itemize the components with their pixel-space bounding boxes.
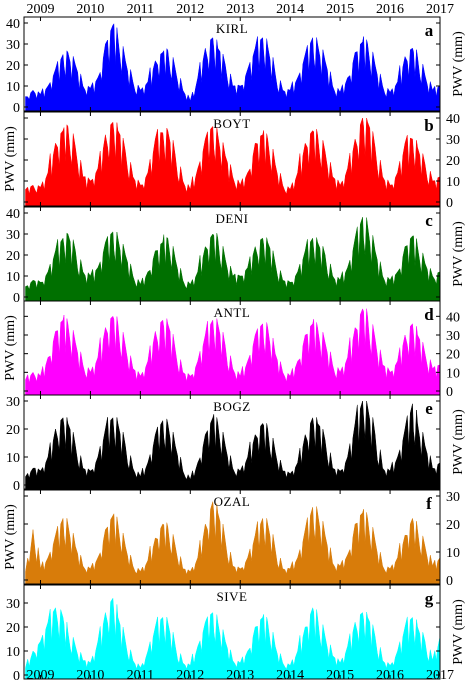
y-tick-label: 10 xyxy=(446,366,460,381)
y-tick-label: 30 xyxy=(6,597,20,612)
y-tick-label: 30 xyxy=(446,329,460,344)
pwv-area-antl xyxy=(25,308,441,396)
y-tick-label: 10 xyxy=(446,546,460,561)
y-tick-label: 40 xyxy=(446,310,460,325)
pwv-area-ozal xyxy=(25,501,441,585)
top-year-label: 2017 xyxy=(426,2,454,17)
station-label: OZAL xyxy=(214,494,251,509)
y-tick-label: 20 xyxy=(6,249,20,264)
panel-frame xyxy=(23,16,441,112)
top-year-label: 2014 xyxy=(276,2,304,17)
panel-deni: 0 10 20 30 40 PWV (mm) DENI c xyxy=(6,206,466,306)
station-label: ANTL xyxy=(214,305,251,320)
y-tick-label: 30 xyxy=(6,38,20,53)
panel-bogz: 0 10 20 30 PWV (mm) BOGZ e xyxy=(6,394,466,494)
y-tick-label: 20 xyxy=(446,154,460,169)
y-tick-label: 10 xyxy=(6,80,20,95)
pwv-area-kirl xyxy=(25,23,441,112)
bottom-year-label: 2012 xyxy=(176,668,204,683)
pwv-area-sive xyxy=(25,597,441,680)
pwv-area-bogz xyxy=(25,400,441,490)
panel-frame xyxy=(23,489,441,585)
panel-frame xyxy=(23,584,441,680)
y-tick-label: 20 xyxy=(446,518,460,533)
bottom-year-label: 2015 xyxy=(326,668,354,683)
y-axis-label: PWV (mm) xyxy=(3,126,18,192)
y-tick-label: 0 xyxy=(13,479,20,494)
y-axis-label: PWV (mm) xyxy=(3,504,18,570)
station-label: BOYT xyxy=(213,116,250,131)
bottom-year-label: 2011 xyxy=(127,668,154,683)
panel-letter: d xyxy=(424,305,434,324)
panel-letter: g xyxy=(425,589,434,608)
top-year-label: 2013 xyxy=(226,2,254,17)
top-year-label: 2015 xyxy=(326,2,354,17)
panel-frame xyxy=(23,394,441,490)
top-year-label: 2010 xyxy=(76,2,104,17)
top-year-label: 2011 xyxy=(127,2,154,17)
panel-letter: e xyxy=(425,399,433,418)
station-label: SIVE xyxy=(217,589,248,604)
top-year-axis-labels: 2009 2010 2011 2012 2013 2014 2015 2016 2017 xyxy=(26,2,454,17)
y-tick-label: 40 xyxy=(6,207,20,222)
bottom-year-label: 2010 xyxy=(76,668,104,683)
y-tick-label: 0 xyxy=(13,669,20,684)
y-tick-label: 20 xyxy=(446,348,460,363)
panel-kirl: 0 10 20 30 40 PWV (mm) KIRL a xyxy=(6,16,466,116)
y-tick-label: 10 xyxy=(6,270,20,285)
top-year-label: 2009 xyxy=(26,2,54,17)
y-tick-label: 40 xyxy=(6,17,20,32)
y-tick-label: 10 xyxy=(6,451,20,466)
bottom-year-axis-labels: 2009 2010 2011 2012 2013 2014 2015 2016 2017 xyxy=(26,668,454,683)
panel-frame xyxy=(23,111,441,207)
panel-letter: f xyxy=(426,494,432,513)
y-tick-label: 30 xyxy=(6,395,20,410)
y-tick-label: 20 xyxy=(6,423,20,438)
bottom-year-label: 2016 xyxy=(376,668,404,683)
panel-boyt: 0 10 20 30 40 PWV (mm) BOYT b xyxy=(3,111,460,211)
station-label: BOGZ xyxy=(213,399,250,414)
panel-letter: a xyxy=(425,21,434,40)
panel-letter: c xyxy=(425,211,433,230)
panel-ozal: 0 10 20 30 PWV (mm) OZAL f xyxy=(3,489,460,589)
pwv-area-deni xyxy=(25,217,441,302)
bottom-year-label: 2009 xyxy=(26,668,54,683)
y-tick-label: 0 xyxy=(446,574,453,589)
y-tick-label: 40 xyxy=(446,112,460,127)
station-label: KIRL xyxy=(216,21,248,36)
y-tick-label: 20 xyxy=(6,59,20,74)
y-axis-label: PWV (mm) xyxy=(451,409,466,475)
top-year-label: 2016 xyxy=(376,2,404,17)
y-tick-label: 0 xyxy=(13,101,20,116)
station-label: DENI xyxy=(215,211,248,226)
bottom-year-label: 2017 xyxy=(426,668,454,683)
panel-sive: 0 10 20 30 PWV (mm) SIVE g xyxy=(6,584,466,684)
y-tick-label: 10 xyxy=(446,175,460,190)
panel-stack: 0 10 20 30 40 PWV (mm) KIRL a 0 10 20 30 40 PWV (mm) B… xyxy=(3,16,466,684)
y-axis-label: PWV (mm) xyxy=(451,221,466,287)
y-tick-label: 0 xyxy=(446,196,453,211)
y-axis-label: PWV (mm) xyxy=(3,315,18,381)
bottom-year-label: 2013 xyxy=(226,668,254,683)
y-tick-label: 30 xyxy=(6,228,20,243)
bottom-year-label: 2014 xyxy=(276,668,304,683)
panel-antl: 0 10 20 30 40 PWV (mm) ANTL d xyxy=(3,300,460,400)
y-tick-label: 30 xyxy=(446,490,460,505)
y-tick-label: 20 xyxy=(6,621,20,636)
y-axis-label: PWV (mm) xyxy=(451,599,466,665)
y-tick-label: 0 xyxy=(446,385,453,400)
y-tick-label: 30 xyxy=(446,133,460,148)
pwv-area-boyt xyxy=(25,117,441,207)
y-tick-label: 0 xyxy=(13,291,20,306)
y-axis-label: PWV (mm) xyxy=(451,31,466,97)
panel-letter: b xyxy=(424,116,433,135)
y-tick-label: 10 xyxy=(6,645,20,660)
top-year-label: 2012 xyxy=(176,2,204,17)
